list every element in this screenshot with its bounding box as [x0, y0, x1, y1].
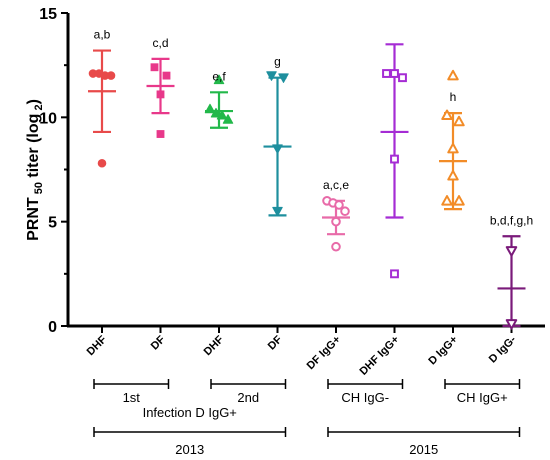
bracket-2013: 2013	[93, 427, 287, 457]
category-label: DF	[149, 333, 168, 352]
y-tick-label: 15	[39, 6, 57, 23]
significance-label: a,c,e	[323, 178, 349, 192]
group-6	[380, 43, 409, 279]
category-label: DHF	[85, 333, 110, 358]
data-point	[216, 109, 228, 120]
data-point	[266, 71, 277, 81]
bracket-1st: 1st	[93, 379, 170, 405]
x-category-labels: DHF DF DHF DF DF IgG+ DHF IgG+ D IgG+ D IgG-	[85, 333, 519, 377]
data-point	[213, 74, 225, 85]
bracket-label: 1st	[123, 390, 141, 405]
data-point	[453, 195, 465, 206]
bracket-2nd: 2nd	[210, 379, 287, 405]
significance-label: c,d	[152, 36, 168, 50]
bracket-label: 2013	[175, 442, 204, 457]
data-point	[222, 114, 234, 124]
data-point	[390, 269, 399, 279]
significance-label: a,b	[94, 28, 111, 42]
data-point	[382, 69, 391, 78]
category-label: DF IgG+	[305, 334, 344, 373]
category-label: D IgG-	[487, 333, 519, 365]
data-point	[447, 170, 459, 181]
significance-label: b,d,f,g,h	[490, 213, 533, 227]
data-point	[505, 246, 518, 257]
data-point	[156, 90, 165, 99]
data-point	[441, 109, 453, 121]
y-axis-title: PRNT 50 titer (log 2)	[25, 99, 45, 241]
significance-label: g	[274, 55, 281, 69]
data-point	[331, 241, 341, 252]
y-ticks: 0 5 10 15	[39, 6, 68, 336]
data-point	[278, 73, 289, 83]
data-point	[150, 63, 159, 72]
data-point	[505, 319, 518, 330]
group-7: h	[439, 69, 467, 211]
data-point	[162, 71, 171, 80]
data-point	[340, 206, 350, 217]
data-point	[331, 216, 341, 227]
y-axis-title-sub2: 2	[33, 104, 45, 113]
group-5: a,c,e	[322, 178, 350, 252]
y-tick-label: 10	[39, 110, 57, 127]
data-point	[97, 158, 107, 168]
category-label: D IgG+	[426, 334, 460, 368]
significance-label: e,f	[212, 69, 226, 83]
data-point	[398, 73, 407, 83]
bracket-ch-igg-: CH IgG+	[444, 379, 521, 405]
data-point	[272, 144, 283, 154]
data-point	[272, 206, 283, 217]
y-tick-label: 5	[48, 215, 57, 232]
y-axis-title-end: )	[25, 99, 42, 104]
data-groups: a,b c,d e,f g a,c,e h b,d,f,g,h	[88, 28, 533, 330]
bracket-label: 2nd	[237, 390, 259, 405]
group-brackets: 1st 2nd CH IgG- CH IgG+ 2013 2015 Infection D …	[93, 379, 521, 457]
data-point	[390, 154, 399, 164]
y-axis-title-mid: titer (log	[25, 114, 42, 182]
category-label: DHF	[202, 333, 227, 358]
bracket-label: CH IgG-	[341, 390, 389, 405]
y-tick-label: 0	[48, 319, 57, 336]
significance-label: h	[450, 90, 457, 104]
data-point	[106, 71, 116, 80]
category-label: DF	[266, 333, 285, 352]
y-axis-title-sub: 50	[33, 182, 45, 197]
infection-label: Infection D IgG+	[143, 405, 237, 420]
data-point	[390, 69, 399, 78]
data-point	[447, 142, 459, 154]
y-axis-label: PRNT 50 titer (log 2)	[25, 99, 45, 241]
bracket-label: 2015	[409, 442, 438, 457]
axes	[66, 13, 545, 333]
y-axis-title-main: PRNT	[25, 197, 42, 241]
bracket-2015: 2015	[327, 427, 521, 457]
group-4: g	[263, 55, 292, 217]
data-point	[334, 200, 344, 210]
data-point	[447, 69, 459, 81]
group-3: e,f	[204, 69, 234, 129]
data-point	[210, 107, 222, 118]
data-point	[204, 103, 216, 114]
group-1: a,b	[88, 28, 116, 168]
group-2: c,d	[146, 36, 175, 138]
bracket-label: CH IgG+	[457, 390, 508, 405]
category-label: DHF IgG+	[357, 334, 401, 378]
data-point	[453, 115, 465, 127]
data-point	[156, 130, 165, 138]
data-point	[441, 195, 453, 206]
bracket-ch-igg-: CH IgG-	[327, 379, 404, 405]
group-8: b,d,f,g,h	[490, 213, 533, 330]
